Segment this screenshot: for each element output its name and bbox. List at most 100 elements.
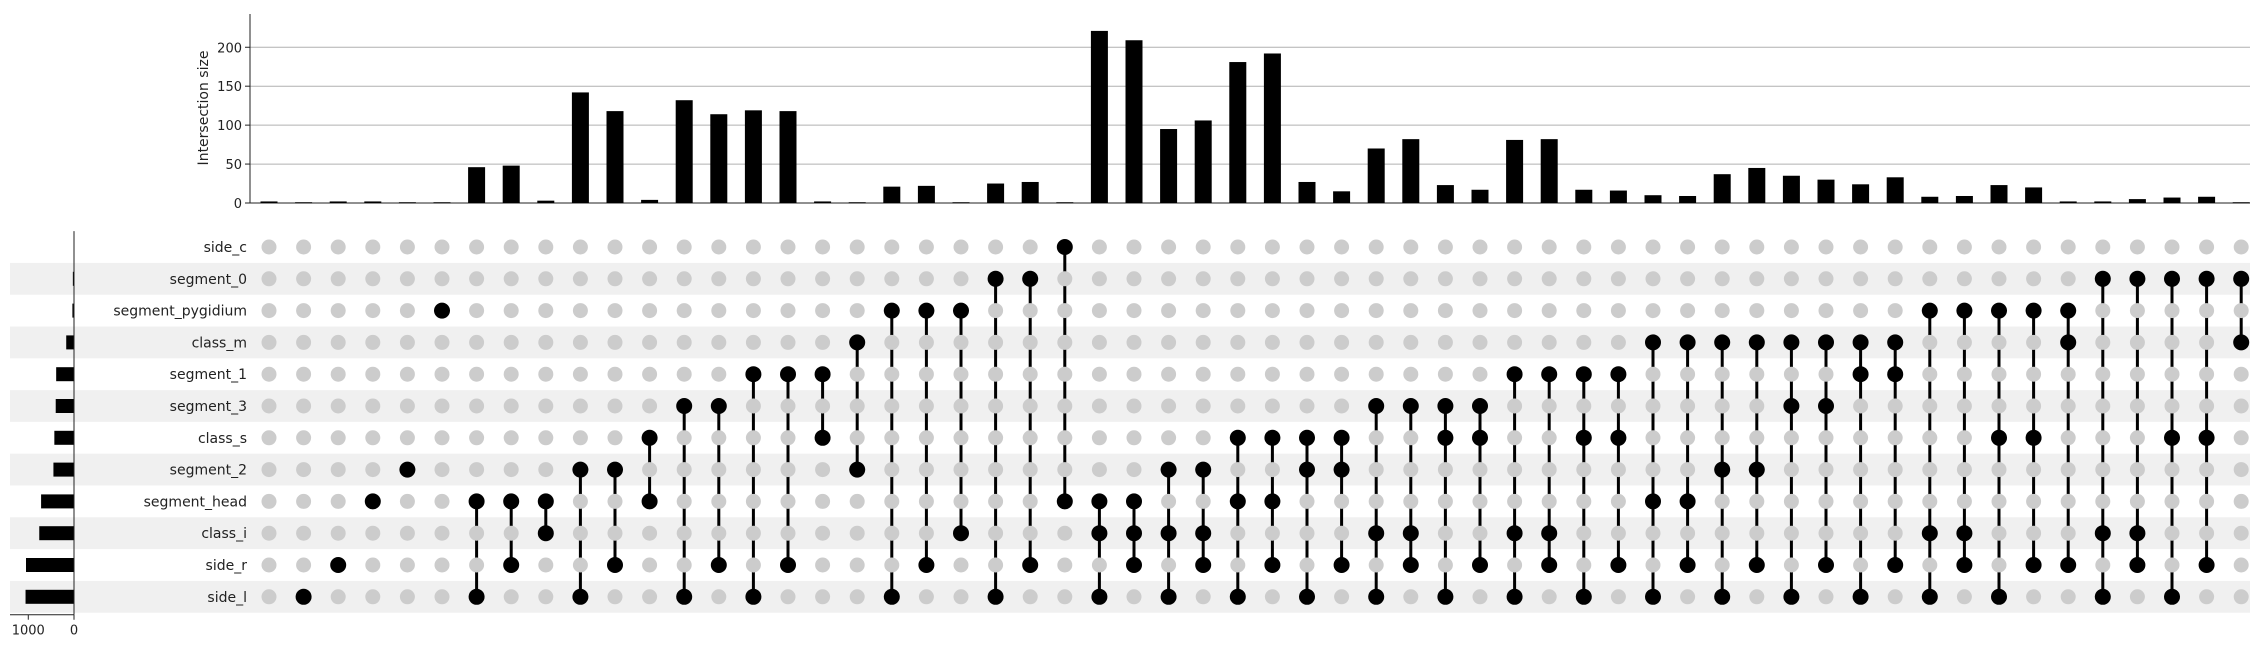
membership-dot-inactive xyxy=(399,430,415,446)
membership-dot-inactive xyxy=(330,239,346,255)
membership-dot-inactive xyxy=(1299,334,1315,350)
membership-dot-inactive xyxy=(1714,557,1730,573)
membership-dot-inactive xyxy=(1057,462,1073,478)
membership-dot-inactive xyxy=(1437,557,1453,573)
membership-dot-inactive xyxy=(399,398,415,414)
membership-dot-inactive xyxy=(1161,398,1177,414)
membership-dot-inactive xyxy=(1956,334,1972,350)
membership-dot-active xyxy=(1921,302,1938,319)
membership-dot-inactive xyxy=(815,271,831,287)
membership-dot-inactive xyxy=(745,525,761,541)
membership-dot-inactive xyxy=(1956,271,1972,287)
membership-dot-inactive xyxy=(1680,366,1696,382)
membership-dot-inactive xyxy=(1022,493,1038,509)
membership-dot-inactive xyxy=(2026,366,2042,382)
membership-dot-inactive xyxy=(1368,303,1384,319)
membership-dot-inactive xyxy=(1714,398,1730,414)
membership-dot-inactive xyxy=(1507,239,1523,255)
y-tick-label: 50 xyxy=(225,158,242,173)
membership-dot-inactive xyxy=(780,239,796,255)
membership-dot-inactive xyxy=(1991,557,2007,573)
set-label: class_i xyxy=(201,526,247,542)
membership-dot-inactive xyxy=(261,398,277,414)
membership-dot-inactive xyxy=(745,557,761,573)
membership-dot-inactive xyxy=(1368,493,1384,509)
membership-dot-inactive xyxy=(365,271,381,287)
membership-dot-inactive xyxy=(365,589,381,605)
membership-dot-inactive xyxy=(711,334,727,350)
membership-dot-inactive xyxy=(399,271,415,287)
membership-dot-inactive xyxy=(745,398,761,414)
membership-dot-active xyxy=(1022,270,1039,287)
membership-dot-inactive xyxy=(572,430,588,446)
intersection-bar xyxy=(329,201,347,203)
membership-dot-inactive xyxy=(572,557,588,573)
membership-dot-active xyxy=(1991,429,2007,446)
membership-dot-active xyxy=(1264,557,1281,573)
membership-dot-inactive xyxy=(434,430,450,446)
intersection-bar xyxy=(1990,185,2008,203)
membership-dot-inactive xyxy=(884,271,900,287)
membership-dot-inactive xyxy=(1022,398,1038,414)
membership-dot-inactive xyxy=(1334,271,1350,287)
intersection-bar xyxy=(1852,184,1870,203)
membership-dot-inactive xyxy=(1680,430,1696,446)
membership-dot-inactive xyxy=(538,366,554,382)
membership-dot-active xyxy=(2164,588,2180,605)
membership-dot-active xyxy=(676,588,693,605)
membership-dot-inactive xyxy=(676,557,692,573)
membership-dot-inactive xyxy=(745,430,761,446)
membership-dot-inactive xyxy=(780,525,796,541)
membership-dot-inactive xyxy=(1161,430,1177,446)
membership-dot-inactive xyxy=(503,462,519,478)
membership-dot-inactive xyxy=(1437,334,1453,350)
membership-dot-inactive xyxy=(1472,525,1488,541)
membership-dot-inactive xyxy=(1576,462,1592,478)
membership-dot-inactive xyxy=(1991,493,2007,509)
membership-dot-inactive xyxy=(365,430,381,446)
membership-dot-inactive xyxy=(1126,462,1142,478)
membership-dot-inactive xyxy=(1264,589,1280,605)
set-label: segment_0 xyxy=(170,272,247,288)
membership-dot-inactive xyxy=(884,430,900,446)
membership-dot-inactive xyxy=(296,525,312,541)
intersection-bar xyxy=(779,111,797,203)
membership-dot-inactive xyxy=(1956,239,1972,255)
membership-dot-inactive xyxy=(1299,557,1315,573)
membership-dot-inactive xyxy=(330,334,346,350)
membership-dot-inactive xyxy=(2199,239,2215,255)
membership-dot-inactive xyxy=(399,589,415,605)
membership-dot-inactive xyxy=(1645,303,1661,319)
membership-dot-inactive xyxy=(1922,271,1938,287)
membership-dot-inactive xyxy=(1195,334,1211,350)
membership-dot-inactive xyxy=(2164,557,2180,573)
membership-dot-inactive xyxy=(1645,398,1661,414)
membership-dot-inactive xyxy=(1507,430,1523,446)
membership-dot-inactive xyxy=(330,366,346,382)
membership-dot-inactive xyxy=(1749,398,1765,414)
membership-dot-inactive xyxy=(2164,303,2180,319)
set-label: segment_head xyxy=(144,494,247,510)
membership-dot-inactive xyxy=(1645,525,1661,541)
membership-dot-inactive xyxy=(330,398,346,414)
membership-dot-inactive xyxy=(918,430,934,446)
membership-dot-inactive xyxy=(1264,334,1280,350)
intersection-bar xyxy=(2128,199,2146,203)
membership-dot-active xyxy=(1437,398,1454,414)
membership-dot-inactive xyxy=(1437,493,1453,509)
membership-dot-inactive xyxy=(642,271,658,287)
membership-dot-inactive xyxy=(2060,239,2076,255)
membership-dot-inactive xyxy=(1230,557,1246,573)
membership-dot-inactive xyxy=(399,334,415,350)
membership-dot-inactive xyxy=(1680,239,1696,255)
membership-dot-inactive xyxy=(2026,271,2042,287)
membership-dot-active xyxy=(1783,398,1800,414)
membership-dot-active xyxy=(468,493,485,510)
membership-dot-inactive xyxy=(1126,334,1142,350)
membership-dot-inactive xyxy=(1576,525,1592,541)
membership-dot-inactive xyxy=(365,303,381,319)
intersection-bar xyxy=(1782,175,1800,203)
membership-dot-inactive xyxy=(1334,366,1350,382)
membership-dot-inactive xyxy=(2164,366,2180,382)
